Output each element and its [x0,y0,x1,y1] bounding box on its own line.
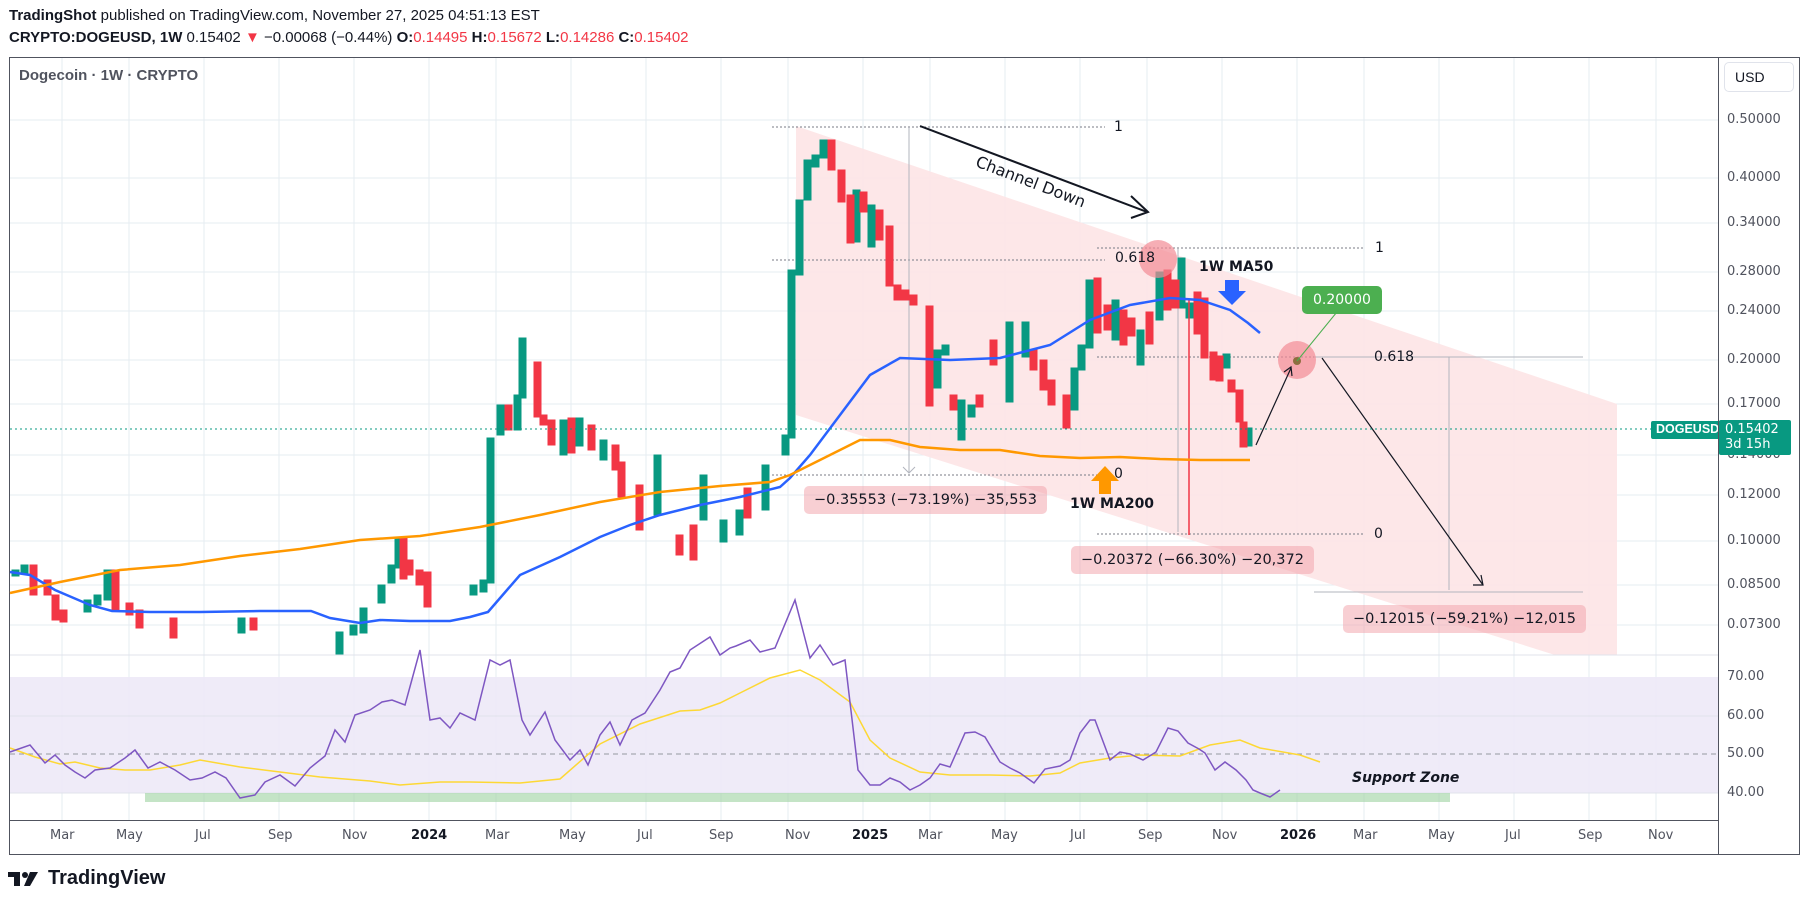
time-tick: Nov [1212,828,1238,843]
time-tick-year: 2025 [852,828,889,843]
target-price-tag: 0.20000 [1302,286,1382,314]
high-value: 0.15672 [487,29,542,46]
time-tick-year: 2026 [1280,828,1317,843]
price-tick: 0.34000 [1727,215,1781,230]
time-tick: Jul [637,828,653,843]
open-value: 0.14495 [413,29,468,46]
rsi-line [9,597,1281,799]
price-tick: 0.12000 [1727,487,1781,502]
fib2-level-618: 0.618 [1374,349,1415,365]
time-axis-divider [9,820,1719,821]
candles [11,139,1253,655]
rsi-ma-line [9,669,1321,786]
time-tick: Mar [1353,828,1378,843]
published-text: published on TradingView.com, November 2… [100,7,540,24]
ma50-line [9,296,1261,625]
time-tick: Mar [50,828,75,843]
channel-down-zone [796,126,1617,655]
price-tick: 0.50000 [1727,112,1781,127]
time-tick: May [1428,828,1455,843]
time-tick: Nov [1648,828,1674,843]
currency-button[interactable]: USD [1724,62,1794,92]
time-tick: Nov [785,828,811,843]
time-tick: Sep [1578,828,1603,843]
time-tick: Sep [709,828,734,843]
price-tick: 0.08500 [1727,577,1781,592]
close-value: 0.15402 [634,29,689,46]
time-tick: Mar [918,828,943,843]
fib2-level-1: 1 [1375,240,1384,256]
price-tick: 0.28000 [1727,264,1781,279]
price-tick: 0.40000 [1727,170,1781,185]
low-value: 0.14286 [560,29,615,46]
price-tick: 0.07300 [1727,617,1781,632]
support-zone-bar [145,793,1450,802]
price-tick: 0.17000 [1727,396,1781,411]
rsi-tick: 70.00 [1727,669,1765,684]
time-tick: Jul [195,828,211,843]
bar-countdown: 3d 15h [1725,437,1771,452]
price-change: −0.00068 (−0.44%) [263,29,393,46]
blue-down-arrow-icon [1218,280,1246,305]
measure-box-3: −0.12015 (−59.21%) −12,015 [1343,605,1586,633]
rsi-tick: 60.00 [1727,708,1765,723]
high-label: H: [471,29,488,46]
time-tick: May [991,828,1018,843]
chart-frame[interactable] [9,57,1800,855]
symbol-label: CRYPTO:DOGEUSD, 1W [9,29,183,46]
time-tick: Sep [1138,828,1163,843]
last-price: 0.15402 [186,29,241,46]
down-triangle-icon: ▼ [244,29,260,46]
chart-title: Dogecoin · 1W · CRYPTO [19,67,199,84]
open-label: O: [396,29,414,46]
rsi-tick: 50.00 [1727,746,1765,761]
publish-info: TradingShot published on TradingView.com… [9,7,540,24]
price-tick: 0.24000 [1727,303,1781,318]
last-price-tag: 0.15402 3d 15h [1719,420,1791,455]
measure-box-1: −0.35553 (−73.19%) −35,553 [804,486,1047,514]
close-label: C: [618,29,635,46]
low-label: L: [545,29,561,46]
ma200-label: 1W MA200 [1070,496,1155,512]
price-tick: 0.20000 [1727,352,1781,367]
author-name[interactable]: TradingShot [9,7,97,24]
channel-arrow [919,125,1148,213]
time-tick: Jul [1070,828,1086,843]
tradingview-logo[interactable]: TradingView [8,867,165,890]
support-zone-label: Support Zone [1352,770,1460,786]
time-tick: Jul [1505,828,1521,843]
brand-name: TradingView [48,867,166,889]
fib1-level-0: 0 [1114,466,1123,482]
time-tick: Nov [342,828,368,843]
time-tick: May [559,828,586,843]
top-highlight-circle [1139,240,1177,278]
orange-up-arrow-icon [1091,466,1119,494]
price-tick: 0.10000 [1727,533,1781,548]
time-tick: Sep [268,828,293,843]
rsi-band [10,677,1718,793]
tradingview-logo-icon [8,871,38,886]
fib2-level-0: 0 [1374,526,1383,542]
fib1-level-618: 0.618 [1115,250,1156,266]
price-tag-value: 0.15402 [1725,422,1779,437]
price-axis-divider [1718,57,1719,855]
rsi-tick: 40.00 [1727,785,1765,800]
fib1-level-1: 1 [1114,119,1123,135]
ma50-label: 1W MA50 [1199,259,1274,275]
time-tick-year: 2024 [411,828,448,843]
symbol-tag: DOGEUSD [1651,421,1725,439]
symbol-info-bar: CRYPTO:DOGEUSD, 1W 0.15402 ▼ −0.00068 (−… [9,29,689,46]
measure-box-2: −0.20372 (−66.30%) −20,372 [1071,546,1314,574]
time-tick: May [116,828,143,843]
ma200-line [9,438,1250,595]
time-tick: Mar [485,828,510,843]
